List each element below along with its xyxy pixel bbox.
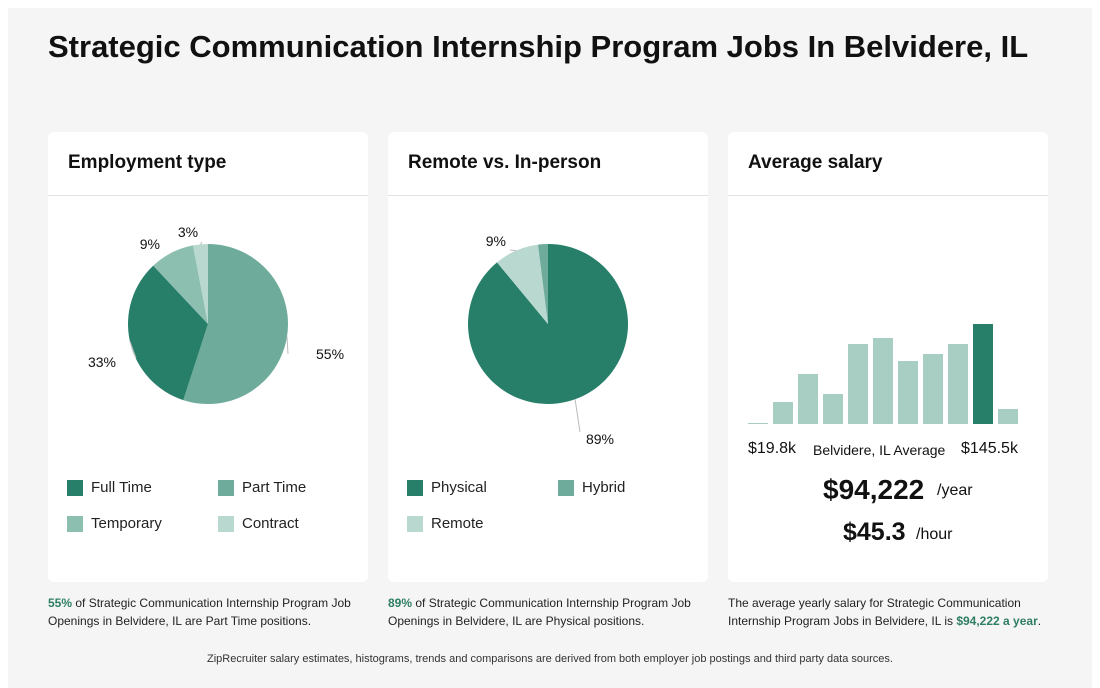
remote-caption: 89% of Strategic Communication Internshi… (388, 594, 718, 630)
legend-remote: Remote (407, 515, 484, 532)
legend-contract: Contract (218, 515, 299, 532)
pie-leader-line (509, 249, 517, 252)
salary-yearly-value: $94,222 (823, 474, 925, 505)
pie-slice-part-time (183, 244, 288, 404)
histogram-bar (948, 344, 968, 424)
salary-mid-label: Belvidere, IL Average (813, 442, 946, 458)
pie-leader-line (574, 399, 581, 433)
histogram-bar (748, 423, 768, 424)
legend-swatch (407, 515, 423, 532)
legend-swatch (558, 479, 574, 496)
legend-label: Part Time (242, 479, 307, 496)
card-divider (728, 195, 1048, 196)
caption-text: The average yearly salary for Strategic … (728, 596, 1021, 628)
legend-label: Contract (242, 515, 299, 532)
employment-type-card: Employment type 55% 33% 9% 3% Full Time Par… (48, 132, 368, 582)
legend-label: Full Time (91, 479, 152, 496)
histogram-bar (798, 374, 818, 424)
legend-label: Hybrid (582, 479, 626, 496)
legend-swatch (67, 479, 83, 496)
pie-slice-remote (497, 244, 548, 324)
pie-slice-temporary (153, 245, 208, 324)
caption-text: of Strategic Communication Internship Pr… (48, 596, 351, 628)
legend-part-time: Part Time (218, 479, 306, 496)
pie-value-label: 9% (486, 233, 506, 249)
employment-caption: 55% of Strategic Communication Internshi… (48, 594, 378, 630)
salary-min-label: $19.8k (748, 440, 797, 457)
pie-value-label: 33% (88, 354, 116, 370)
salary-histogram (748, 324, 1018, 424)
pie-leader-line (200, 241, 203, 245)
salary-yearly-unit: /year (937, 482, 973, 499)
salary-card-title: Average salary (748, 152, 883, 173)
pie-value-label: 9% (140, 236, 160, 252)
salary-hourly-unit: /hour (916, 526, 953, 543)
legend-swatch (218, 515, 234, 532)
legend-hybrid: Hybrid (558, 479, 625, 496)
pie-slice-full-time (127, 265, 208, 401)
card-divider (388, 195, 708, 196)
pie-slice-contract (193, 244, 208, 324)
legend-full-time: Full Time (67, 479, 152, 496)
histogram-bar (973, 324, 993, 424)
employment-pie-chart: 55% 33% 9% 3% (88, 224, 344, 404)
caption-highlight: 89% (388, 596, 413, 610)
legend-label: Remote (431, 515, 484, 532)
legend-swatch (67, 515, 83, 532)
histogram-bar (898, 361, 918, 424)
pie-leader-line (129, 341, 137, 359)
histogram-bar (923, 354, 943, 424)
salary-hourly-value: $45.3 (843, 518, 906, 546)
caption-highlight: 55% (48, 596, 73, 610)
legend-swatch (407, 479, 423, 496)
remote-card-title: Remote vs. In-person (408, 152, 602, 173)
salary-caption: The average yearly salary for Strategic … (728, 594, 1058, 630)
remote-pie-chart: 89% 9% (468, 233, 628, 446)
pie-leader-line (286, 336, 289, 355)
card-divider (48, 195, 368, 196)
caption-text-end: . (1037, 614, 1042, 628)
legend-label: Temporary (91, 515, 162, 532)
pie-slice-hybrid (537, 244, 548, 324)
pie-value-label: 3% (178, 224, 198, 240)
pie-leader-line (169, 252, 172, 255)
legend-label: Physical (431, 479, 487, 496)
remote-card: Remote vs. In-person 89% 9% Physical Hybr… (388, 132, 708, 582)
legend-physical: Physical (407, 479, 487, 496)
pie-value-label: 89% (586, 431, 614, 446)
page: Strategic Communication Internship Progr… (8, 8, 1092, 688)
histogram-bar (848, 344, 868, 424)
histogram-bar (873, 338, 893, 424)
employment-card-title: Employment type (68, 152, 227, 173)
caption-text: of Strategic Communication Internship Pr… (388, 596, 691, 628)
legend-swatch (218, 479, 234, 496)
legend-temporary: Temporary (67, 515, 162, 532)
salary-max-label: $145.5k (961, 440, 1018, 457)
histogram-bar (823, 394, 843, 424)
page-title: Strategic Communication Internship Progr… (48, 29, 1029, 64)
caption-highlight: $94,222 a year (956, 614, 1038, 628)
footer-note: ZipRecruiter salary estimates, histogram… (207, 653, 893, 665)
histogram-bar (998, 409, 1018, 424)
salary-card: Average salary $19.8k Belvidere, IL Aver… (728, 132, 1048, 582)
pie-value-label: 55% (316, 346, 344, 362)
histogram-bar (773, 402, 793, 424)
